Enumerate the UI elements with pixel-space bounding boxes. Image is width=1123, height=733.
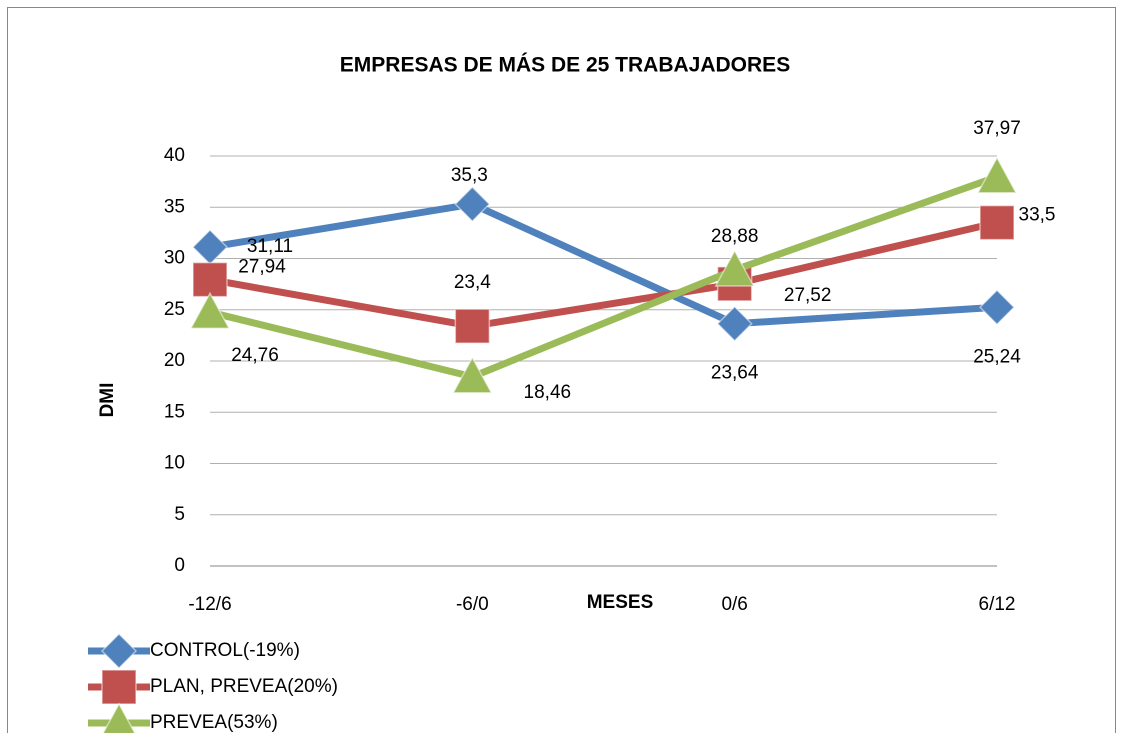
y-tick-label: 15 [164,401,185,422]
data-label: 27,52 [784,285,832,306]
y-tick-label: 0 [174,555,185,576]
y-axis-label: DMI [97,383,118,418]
x-tick-label: -6/0 [456,594,489,615]
chart-title: EMPRESAS DE MÁS DE 25 TRABAJADORES [340,54,790,77]
data-label: 37,97 [973,118,1021,139]
data-point [452,356,493,394]
x-axis-label: MESES [587,592,654,613]
data-point [716,305,753,342]
data-point [714,249,755,287]
data-label: 35,3 [451,165,488,186]
data-label: 25,24 [973,346,1021,367]
data-label: 28,88 [711,226,759,247]
chart-frame [7,7,1116,733]
legend-label: CONTROL(-19%) [150,640,300,661]
y-tick-label: 40 [164,145,185,166]
data-label: 31,11 [247,236,293,257]
legend-marker [102,702,136,733]
legend-label: PLAN, PREVEA(20%) [150,676,338,697]
y-tick-label: 5 [174,504,185,525]
x-tick-label: -12/6 [188,594,231,615]
legend-marker [101,669,137,705]
y-tick-label: 10 [164,453,185,474]
series-line [209,200,998,328]
data-label: 27,94 [238,257,286,278]
data-label: 23,64 [711,363,759,384]
data-label: 24,76 [231,345,279,366]
series-line [209,219,998,330]
x-tick-label: 0/6 [721,594,747,615]
data-point [978,289,1016,326]
data-label: 18,46 [524,382,572,403]
y-tick-label: 20 [164,350,185,371]
series-line [209,173,999,381]
x-tick-label: 6/12 [979,594,1016,615]
data-point [192,261,228,298]
y-tick-label: 30 [164,248,185,269]
data-point [454,186,491,223]
data-point [979,204,1015,241]
data-point [976,156,1018,194]
legend-marker [100,632,138,670]
y-tick-label: 25 [164,299,185,320]
data-point [189,291,231,329]
y-tick-label: 35 [164,196,185,217]
data-point [454,308,491,344]
legend-label: PREVEA(53%) [150,712,278,733]
data-label: 33,5 [1019,205,1056,226]
data-label: 23,4 [454,272,491,293]
